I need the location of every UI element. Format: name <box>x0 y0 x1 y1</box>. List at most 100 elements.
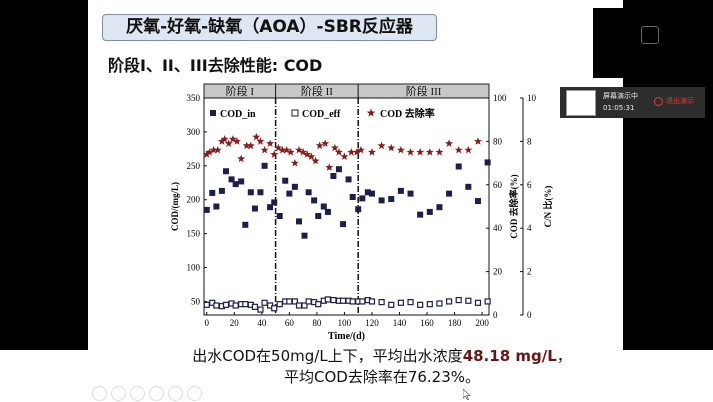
point-removal-rate <box>377 141 386 150</box>
point-removal-rate <box>260 145 269 154</box>
point-removal-rate <box>357 145 365 154</box>
legend-label-removal: COD 去除率 <box>380 107 435 120</box>
point-cod-in <box>218 187 225 194</box>
point-removal-rate <box>266 139 275 147</box>
point-cod-eff <box>271 305 278 312</box>
point-cod-in <box>271 199 278 206</box>
legend-label-cod-in: COD_in <box>220 109 256 120</box>
point-cod-eff <box>286 298 293 305</box>
point-removal-rate <box>252 132 261 141</box>
point-removal-rate <box>325 163 334 171</box>
point-cod-eff <box>276 301 283 308</box>
slideshow-toolbar <box>92 386 202 401</box>
legend-label-cod-eff: COD_eff <box>302 109 341 120</box>
point-cod-in <box>213 203 220 210</box>
point-cod-eff <box>388 301 395 308</box>
point-removal-rate <box>330 143 339 152</box>
next-icon[interactable] <box>111 386 126 401</box>
caption-suffix: ， <box>556 347 572 365</box>
stage-label: 阶段 II <box>301 84 333 98</box>
point-cod-in <box>276 212 283 219</box>
x-tick-label: 20 <box>230 318 240 328</box>
point-cod-eff <box>378 299 385 306</box>
point-cod-in <box>335 166 342 173</box>
point-cod-in <box>320 203 327 210</box>
point-cod-eff <box>257 306 264 313</box>
point-removal-rate <box>205 148 214 156</box>
point-removal-rate <box>406 148 415 156</box>
point-cod-in <box>359 195 366 202</box>
point-cod-eff <box>232 302 239 309</box>
grid-icon[interactable] <box>149 386 164 401</box>
caption-highlight: 48.18 mg/L <box>462 347 557 365</box>
stage-label: 阶段 III <box>406 84 442 98</box>
point-removal-rate <box>307 152 316 160</box>
point-cod-in <box>311 197 318 204</box>
point-removal-rate <box>311 156 320 165</box>
point-cod-in <box>378 197 385 204</box>
more-icon[interactable] <box>187 386 202 401</box>
point-removal-rate <box>315 141 324 150</box>
screen-background-left <box>0 0 88 350</box>
point-cod-in <box>474 198 481 205</box>
point-removal-rate <box>425 148 434 156</box>
point-removal-rate <box>295 145 303 154</box>
point-removal-rate <box>334 148 343 156</box>
y2-tick-label: 20 <box>493 267 503 277</box>
point-cod-in <box>364 189 371 196</box>
plot-frame <box>203 97 490 316</box>
y3-tick-label: 2 <box>527 267 532 277</box>
y-axis-label: COD/(mg/L) <box>170 182 180 231</box>
legend-marker-cod-eff <box>291 109 299 117</box>
y-tick-label: 100 <box>187 263 201 273</box>
point-cod-in <box>209 189 216 196</box>
point-cod-in <box>349 194 356 201</box>
x-tick-label: 200 <box>475 318 489 328</box>
y-tick-label: 50 <box>191 296 201 306</box>
zoom-icon[interactable] <box>168 386 183 401</box>
point-cod-in <box>397 187 404 194</box>
caption-prefix: 出水COD在50mg/L上下，平均出水浓度 <box>192 347 463 365</box>
point-cod-in <box>228 176 235 183</box>
point-removal-rate <box>220 135 229 143</box>
point-cod-eff <box>213 302 220 309</box>
y-tick-label: 250 <box>187 161 201 171</box>
slide-title: 厌氧-好氧-缺氧（AOA）-SBR反应器 <box>102 14 437 41</box>
point-removal-rate <box>474 137 482 145</box>
y2-tick-label: 40 <box>493 223 503 233</box>
caption-line-1: 出水COD在50mg/L上下，平均出水浓度48.18 mg/L， <box>182 347 582 365</box>
point-removal-rate <box>445 139 454 147</box>
point-cod-in <box>267 204 274 211</box>
x-tick-label: 0 <box>205 318 210 328</box>
prev-icon[interactable] <box>92 386 107 401</box>
point-removal-rate <box>396 145 405 154</box>
point-cod-in <box>242 221 249 228</box>
legend-marker-cod-in <box>210 110 216 116</box>
screen-background-right <box>623 0 713 350</box>
pen-icon[interactable] <box>130 386 145 401</box>
point-cod-eff <box>484 298 491 305</box>
point-cod-eff <box>324 296 332 303</box>
point-cod-eff <box>291 298 298 305</box>
point-cod-in <box>465 183 472 190</box>
x-tick-label: 180 <box>448 318 462 328</box>
x-tick-label: 100 <box>338 318 352 328</box>
x-axis-label: Time/(d) <box>328 331 365 342</box>
point-removal-rate <box>352 148 361 156</box>
x-tick-label: 40 <box>257 318 267 328</box>
point-cod-in <box>426 208 433 215</box>
point-removal-rate <box>256 137 265 145</box>
point-removal-rate <box>233 137 241 145</box>
y3-axis-label: C/N 比(%) <box>542 186 553 228</box>
share-status: 屏幕演示中 <box>603 92 638 100</box>
point-cod-eff <box>417 301 424 308</box>
point-cod-in <box>455 163 462 170</box>
stop-sharing-button[interactable]: 退出演示 <box>654 97 694 106</box>
point-removal-rate <box>270 150 279 158</box>
y2-tick-label: 100 <box>493 93 507 103</box>
y3-tick-label: 10 <box>527 93 537 103</box>
point-removal-rate <box>213 145 222 154</box>
point-cod-eff <box>295 302 303 309</box>
point-cod-in <box>340 221 347 228</box>
